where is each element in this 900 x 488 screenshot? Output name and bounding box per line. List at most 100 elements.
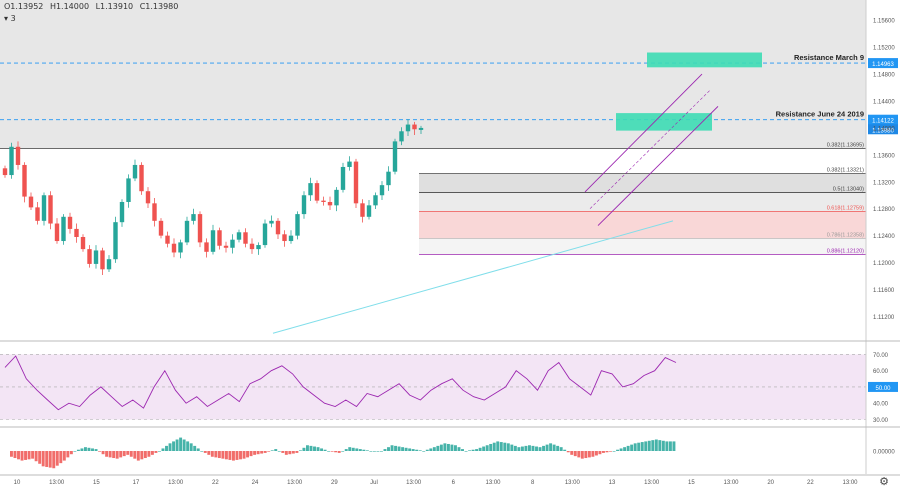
rsi-axis-tick: 60.00 <box>873 369 889 375</box>
price-axis-tick: 1.11600 <box>873 288 895 294</box>
macd-bar <box>372 451 376 452</box>
macd-bar <box>418 450 422 451</box>
macd-bar <box>235 451 239 460</box>
candle-body <box>347 161 352 167</box>
price-axis-tick: 1.12000 <box>873 261 895 267</box>
macd-bar <box>214 451 218 458</box>
macd-bar <box>570 451 574 455</box>
macd-bar <box>602 451 605 453</box>
macd-bar <box>270 450 274 451</box>
fib-zone-band <box>419 173 866 193</box>
macd-bar <box>136 451 140 461</box>
candle-body <box>373 195 378 206</box>
macd-bar <box>186 441 190 451</box>
macd-bar <box>556 445 560 451</box>
price-axis-tick: 1.15200 <box>873 46 895 52</box>
macd-bar <box>668 441 672 451</box>
macd-bar <box>76 449 80 451</box>
macd-bar <box>140 451 144 460</box>
macd-bar <box>609 451 612 452</box>
macd-bar <box>365 450 369 451</box>
macd-bar <box>362 449 366 451</box>
candle-body <box>74 228 79 237</box>
price-pane[interactable]: 0.382(1.13321) 0.5(1.13040) 0.618(1.12759)… <box>0 0 866 334</box>
macd-bar <box>309 445 313 451</box>
macd-bar <box>520 446 524 451</box>
fib-level-label: 0.886(1.12120) <box>827 248 864 254</box>
candle-body <box>217 230 222 246</box>
macd-bar <box>320 448 324 451</box>
macd-bar <box>538 447 542 451</box>
macd-bar <box>672 441 676 451</box>
macd-bar <box>471 449 475 451</box>
candle-body <box>418 127 424 130</box>
time-axis-tick: 22 <box>807 480 814 486</box>
resistance-price-tag-text: 1.14963 <box>872 62 894 68</box>
macd-bar <box>182 439 186 451</box>
macd-bar <box>376 451 380 452</box>
macd-bar <box>175 439 179 451</box>
macd-bar <box>126 451 130 455</box>
time-axis-tick: 29 <box>331 480 338 486</box>
macd-bar <box>503 442 507 451</box>
macd-bar <box>291 451 295 454</box>
macd-bar <box>59 451 63 464</box>
channel-upper-line <box>584 73 703 193</box>
macd-bar <box>344 449 348 451</box>
candle-body <box>35 207 40 221</box>
macd-pane[interactable] <box>10 437 676 469</box>
indicator-count: 3 <box>10 14 16 23</box>
macd-bar <box>108 451 112 458</box>
time-axis-tick: 13:00 <box>49 480 65 486</box>
settings-gear-icon[interactable]: ⚙ <box>879 476 889 488</box>
indicator-toggle[interactable]: ▾ 3 <box>4 14 16 23</box>
macd-bar <box>48 451 52 468</box>
macd-bar <box>288 451 292 455</box>
macd-bar <box>161 448 165 451</box>
candle-body <box>41 195 47 221</box>
time-axis-tick: 13:00 <box>406 480 422 486</box>
macd-bar <box>647 440 651 451</box>
candle-body <box>100 250 105 270</box>
candle-body <box>197 214 203 243</box>
macd-bar <box>246 451 250 458</box>
macd-bar <box>330 451 334 452</box>
macd-bar <box>640 442 644 451</box>
candle-body <box>340 166 346 190</box>
macd-bar <box>397 446 401 451</box>
macd-bar <box>489 443 493 451</box>
rsi-axis-tick: 30.00 <box>873 418 889 424</box>
macd-bar <box>584 451 588 459</box>
price-axis-tick: 1.14000 <box>873 126 895 132</box>
fib-level-label: 0.786(1.12358) <box>827 232 864 238</box>
macd-bar <box>13 451 17 459</box>
candle-body <box>353 161 359 204</box>
rsi-pane[interactable] <box>0 354 866 420</box>
macd-bar <box>31 451 35 459</box>
macd-bar <box>464 451 468 452</box>
macd-bar <box>154 451 158 453</box>
candle-body <box>392 141 398 172</box>
macd-bar <box>66 451 70 458</box>
macd-bar <box>80 448 84 451</box>
ohlc-low: L1.13910 <box>95 2 134 11</box>
macd-bar <box>147 451 151 457</box>
fib-level-label: 0.618(1.12759) <box>827 205 864 211</box>
macd-bar <box>249 451 253 457</box>
macd-bar <box>577 451 581 458</box>
ohlc-readout: O1.13952 H1.14000 L1.13910 C1.13980 <box>4 2 182 11</box>
macd-bar <box>306 445 309 451</box>
macd-bar <box>196 448 200 451</box>
candle-body <box>223 245 229 248</box>
candle-body <box>236 232 242 240</box>
candle-body <box>327 201 333 206</box>
time-axis-tick: 24 <box>252 480 259 486</box>
macd-bar <box>545 444 549 451</box>
macd-bar <box>665 441 669 451</box>
time-axis-tick: 10 <box>14 480 21 486</box>
macd-bar <box>506 443 510 451</box>
macd-bar <box>566 451 570 453</box>
macd-bar <box>404 447 408 451</box>
price-axis-tick: 1.14400 <box>873 99 895 105</box>
